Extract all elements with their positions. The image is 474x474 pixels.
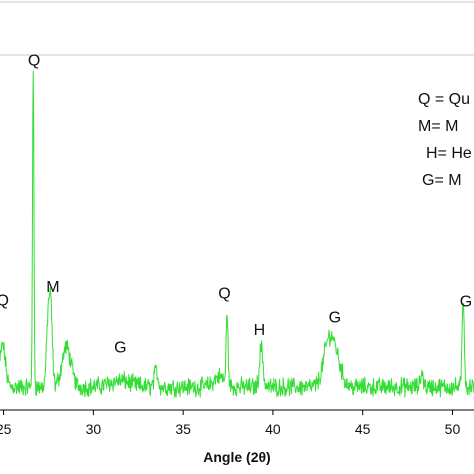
peak-label: H <box>254 322 266 339</box>
peak-label: G <box>114 340 126 357</box>
peak-annotations: Q Q M G Q H G G <box>0 52 472 356</box>
diffraction-trace <box>0 70 474 398</box>
x-axis-title: Angle (2θ) <box>203 449 270 465</box>
peak-label: Q <box>0 293 9 310</box>
x-tick-label: 35 <box>175 421 191 437</box>
legend-entry: Q = Qu <box>418 91 470 108</box>
legend-entry: H= He <box>426 145 472 162</box>
peak-label: G <box>460 294 472 311</box>
peak-label: M <box>46 279 59 296</box>
x-tick-label: 25 <box>0 421 12 437</box>
chart-frame <box>0 1 474 56</box>
legend-entry: M= M <box>418 118 458 135</box>
legend-entry: G= M <box>422 172 462 189</box>
peak-label: Q <box>28 52 40 69</box>
x-axis-ticks: 25 30 35 40 45 50 <box>0 410 460 437</box>
diffraction-trace-group <box>0 70 474 398</box>
x-tick-label: 40 <box>265 421 281 437</box>
peak-label: G <box>329 309 341 326</box>
peak-label: Q <box>218 285 230 302</box>
x-tick-label: 30 <box>86 421 102 437</box>
x-tick-label: 50 <box>445 421 461 437</box>
x-tick-label: 45 <box>355 421 371 437</box>
legend: Q = Qu M= M H= He G= M <box>418 91 472 189</box>
